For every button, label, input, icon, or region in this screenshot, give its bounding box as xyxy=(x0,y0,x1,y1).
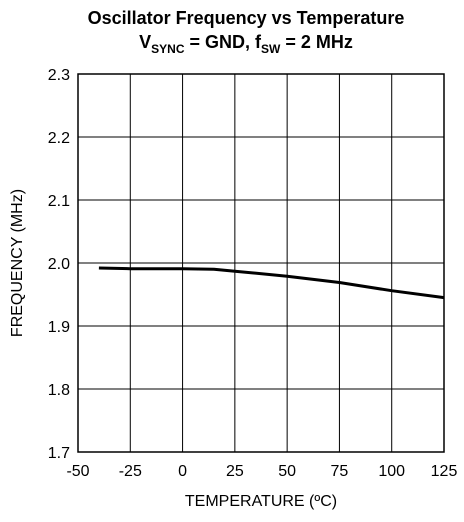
x-tick-label: 0 xyxy=(178,463,187,480)
y-axis-label: FREQUENCY (MHz) xyxy=(9,189,26,337)
x-tick-label: 125 xyxy=(431,463,458,480)
y-tick-label: 2.3 xyxy=(48,67,70,84)
series-line xyxy=(98,266,445,300)
chart-subtitle: VSYNC = GND, fSW = 2 MHz xyxy=(139,32,353,56)
x-tick-label: -50 xyxy=(66,463,89,480)
series-layer xyxy=(98,266,445,300)
y-tick-label: 1.7 xyxy=(48,445,70,462)
x-tick-label: 100 xyxy=(378,463,405,480)
x-tick-label: 50 xyxy=(278,463,296,480)
plot-frame xyxy=(77,73,445,453)
x-tick-label: 75 xyxy=(331,463,349,480)
y-tick-labels: 1.7 1.8 1.9 2.0 2.1 2.2 2.3 xyxy=(48,67,70,462)
y-tick-label: 2.0 xyxy=(48,256,70,273)
x-axis-label: TEMPERATURE (ºC) xyxy=(185,493,337,510)
x-tick-labels: -50 -25 0 25 50 75 100 125 xyxy=(66,463,457,480)
y-tick-label: 1.9 xyxy=(48,319,70,336)
y-tick-label: 2.2 xyxy=(48,130,70,147)
x-tick-label: -25 xyxy=(119,463,142,480)
y-tick-label: 1.8 xyxy=(48,382,70,399)
y-tick-label: 2.1 xyxy=(48,193,70,210)
grid xyxy=(77,73,445,453)
x-tick-label: 25 xyxy=(226,463,244,480)
chart-title: Oscillator Frequency vs Temperature xyxy=(88,8,405,28)
